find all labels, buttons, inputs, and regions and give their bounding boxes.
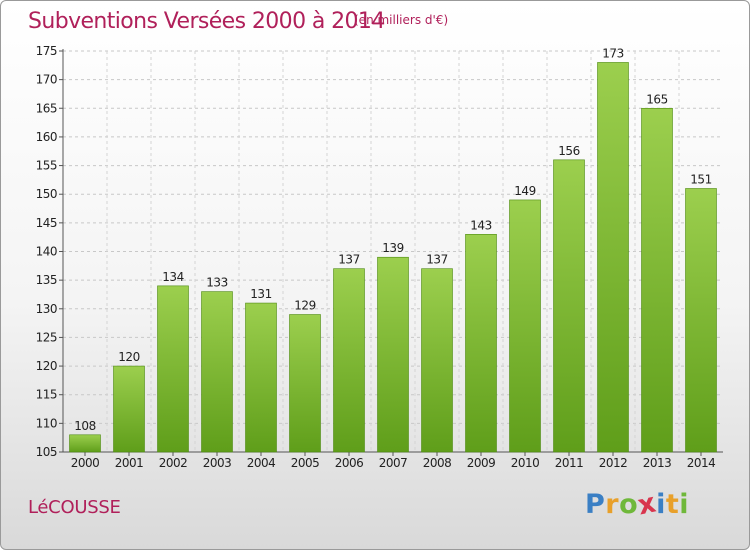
bar-value-label: 151 [690,172,711,186]
y-tick-label: 105 [36,445,57,459]
x-tick-label: 2000 [71,456,100,470]
bar-value-label: 131 [250,287,271,301]
y-tick-label: 115 [36,388,57,402]
bar-value-label: 156 [558,144,579,158]
logo-letter: r [605,489,620,520]
bar [465,234,497,453]
bar-value-label: 129 [294,299,315,313]
y-tick-label: 120 [36,359,57,373]
y-tick-label: 150 [36,187,57,201]
logo-letter: i [679,489,690,520]
y-tick-label: 165 [36,101,57,115]
bar [377,256,409,453]
bar [685,188,717,453]
commune-name: LéCOUSSE [28,497,121,518]
logo-letter: P [585,489,606,520]
logo-letter: i [656,489,666,520]
y-tick-label: 160 [36,130,57,144]
y-tick-label: 130 [36,302,57,316]
bar-value-label: 133 [206,276,227,290]
x-tick-label: 2007 [379,456,408,470]
x-tick-label: 2004 [247,456,276,470]
y-tick-label: 110 [36,416,57,430]
bar [69,434,101,453]
x-tick-label: 2006 [335,456,364,470]
bar [113,365,145,453]
y-tick-label: 170 [36,73,57,87]
logo-letter: o [619,489,639,520]
x-tick-label: 2009 [467,456,496,470]
bar-value-label: 137 [426,253,447,267]
labels: 105 110 115 120 125 130 135 140 145 150 155 160 165 1… [36,44,716,470]
y-tick-label: 155 [36,159,57,173]
bar-value-label: 139 [382,241,403,255]
bar [201,291,233,453]
bar [597,62,629,453]
x-tick-label: 2005 [291,456,320,470]
bar [333,268,365,453]
bar [641,107,673,453]
bar-value-label: 143 [470,218,491,232]
y-tick-label: 145 [36,216,57,230]
x-tick-label: 2012 [599,456,628,470]
bar-value-label: 173 [602,46,623,60]
x-tick-label: 2014 [687,456,716,470]
bar-value-label: 165 [646,92,667,106]
bar [509,199,541,453]
x-tick-label: 2013 [643,456,672,470]
bar [553,159,585,453]
y-tick-label: 140 [36,245,57,259]
logo-letter: t [665,489,680,520]
x-tick-label: 2002 [159,456,188,470]
bars [69,62,717,453]
x-tick-label: 2003 [203,456,232,470]
bar-value-label: 120 [118,350,139,364]
chart-title: Subventions Versées 2000 à 2014 [28,9,385,34]
x-tick-label: 2010 [511,456,540,470]
bar-value-label: 137 [338,253,359,267]
bar [421,268,453,453]
y-tick-label: 175 [36,44,57,58]
bar [289,314,321,453]
x-tick-label: 2011 [555,456,584,470]
y-tick-label: 135 [36,273,57,287]
proxiti-logo: Proxiti [585,487,690,523]
bar [157,285,189,453]
chart-subtitle: (en milliers d'€) [354,13,449,27]
bar-value-label: 108 [74,419,95,433]
x-tick-label: 2008 [423,456,452,470]
bar [245,302,277,453]
x-tick-label: 2001 [115,456,144,470]
y-tick-label: 125 [36,330,57,344]
bar-value-label: 149 [514,184,535,198]
bar-value-label: 134 [162,270,183,284]
